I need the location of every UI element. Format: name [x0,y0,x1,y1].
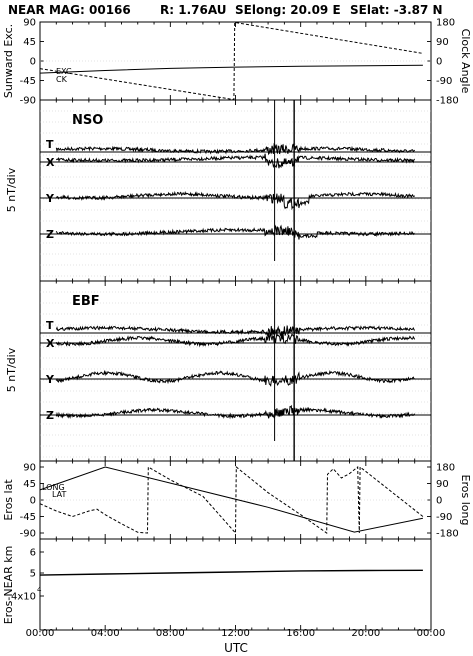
angles-left-tick: -90 [20,96,36,107]
nso-ylabel: 5 nT/div [5,167,18,212]
angles-left-tick: 0 [30,57,36,68]
header-mission: NEAR MAG: 00166 [8,3,131,17]
ebf-trace-t [55,325,416,337]
ebf-trace-y [55,369,415,387]
eros-left-tick: -90 [20,529,36,540]
x-axis-label: UTC [224,641,248,655]
angles-left-tick: 45 [23,37,36,48]
nso-component-y: Y [45,192,55,205]
ebf-title: EBF [72,294,100,309]
header-range: R: 1.76AU [160,3,227,17]
eros-left-tick: 45 [23,479,36,490]
nso-trace-y [55,190,416,211]
eros-left-label: Eros lat [2,479,15,521]
eros-right-tick: 180 [436,463,455,474]
angles-right-tick: 90 [436,37,449,48]
range-ylabel: Eros-NEAR km [2,546,15,625]
range-tick: 6 [30,548,36,559]
angles-right-tick: 0 [436,57,442,68]
ebf-trace-x [55,333,416,348]
nso-component-x: X [46,156,55,169]
ebf-component-y: Y [45,373,55,386]
nso-component-z: Z [46,228,54,241]
x-tick-label: 12:00 [221,628,250,639]
angles-right-tick: -180 [436,96,459,107]
nso-title: NSO [72,113,103,128]
x-tick-label: 16:00 [286,628,315,639]
range-series-line [39,569,423,576]
tag-long: LONG [42,483,65,492]
x-tick-label: 00:00 [26,628,55,639]
range-tick: 4x10 [11,592,36,603]
angles-series-exc [39,64,423,74]
eros-right-label: Eros long [459,475,472,526]
ebf-component-x: X [46,337,55,350]
eros-left-tick: 90 [23,463,36,474]
x-axis: 00:00 04:00 08:00 12:00 16:00 20:00 00:00 [26,22,446,639]
x-tick-label: 04:00 [91,628,120,639]
ebf-component-z: Z [46,409,54,422]
angles-panel: 90 45 0 -45 -90 180 90 0 -90 -180 [20,18,459,107]
range-panel-frame [39,538,432,631]
eros-right-tick: -90 [436,512,452,523]
nso-component-t: T [46,138,54,151]
eros-series-lat [39,465,424,535]
angles-right-tick: 180 [436,18,455,29]
angles-right-tick: -90 [436,76,452,87]
ebf-component-t: T [46,319,54,332]
header-selong: SElong: 20.09 E [235,3,341,17]
ebf-trace-z [55,404,416,420]
eros-panel: 90 45 0 -45 -90 180 90 0 -90 -180 [20,463,459,540]
eros-right-tick: -180 [436,529,459,540]
tag-ck: CK [56,75,68,84]
tag-lat: LAT [52,490,66,499]
angles-left-tick: -45 [20,76,36,87]
eros-series-long [39,466,423,533]
eros-right-tick: 90 [436,479,449,490]
nso-trace-x [55,153,416,169]
header-selat: SElat: -3.87 N [350,3,443,17]
ebf-ylabel: 5 nT/div [5,347,18,392]
nso-trace-z [55,224,416,240]
range-tick-exponent: 4 [37,586,42,594]
angles-left-tick: 90 [23,18,36,29]
eros-left-tick: -45 [20,512,36,523]
nso-panel: TX Y Z [40,100,431,281]
eros-right-tick: 0 [436,496,442,507]
range-tick: 5 [30,569,36,580]
x-tick-label: 08:00 [156,628,185,639]
x-tick-label: 00:00 [417,628,446,639]
angles-left-label: Sunward Exc. [2,24,15,98]
x-tick-label: 20:00 [351,628,380,639]
tag-exc: EXC [56,67,72,76]
nso-trace-t [55,142,416,156]
angles-right-label: Clock Angle [459,29,472,94]
eros-left-tick: 0 [30,496,36,507]
